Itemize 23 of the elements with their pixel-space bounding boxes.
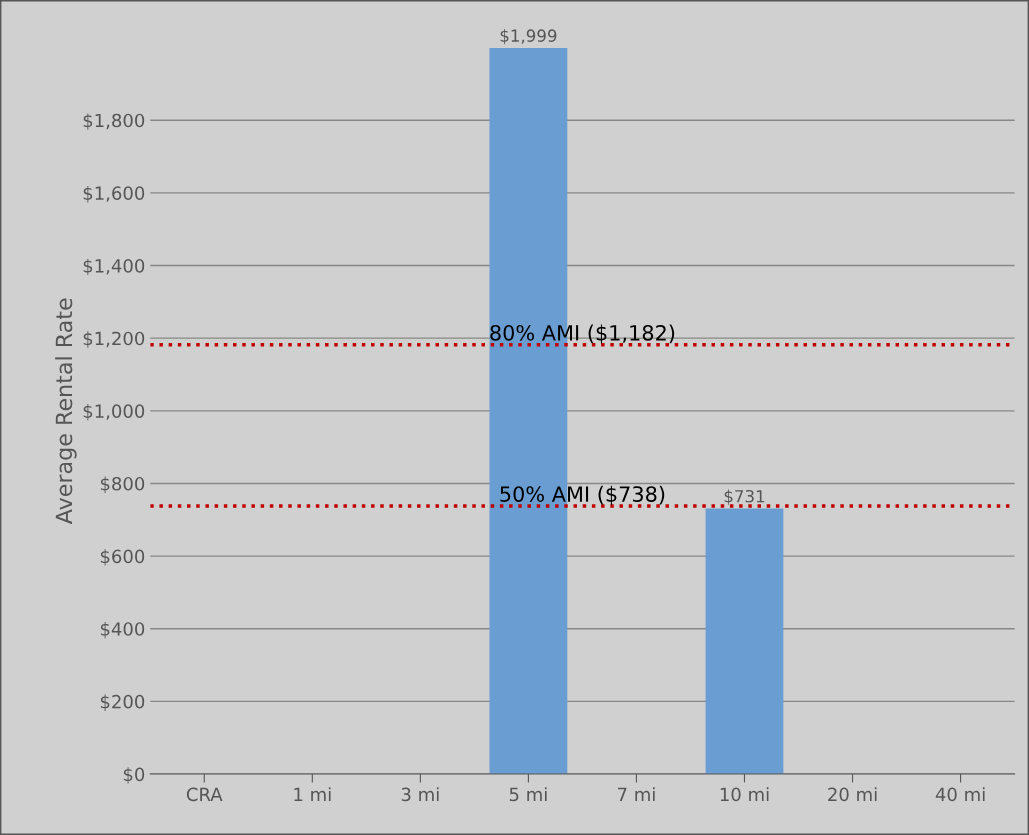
x-tick-label: 3 mi xyxy=(401,787,439,802)
y-tick-label: $200 xyxy=(100,694,145,711)
data-label: $1,999 xyxy=(500,29,557,45)
y-tick-label: $0 xyxy=(123,767,145,784)
y-tick-label: $800 xyxy=(100,476,145,493)
y-tick-label: $1,200 xyxy=(83,331,145,348)
y-tick-label: $1,600 xyxy=(83,186,145,203)
x-tick-label: 40 mi xyxy=(935,787,985,802)
y-tick-label: $400 xyxy=(100,621,145,639)
y-tick-label: $1,800 xyxy=(83,113,145,130)
ref-line-label: 50% AMI ($738) xyxy=(500,485,665,505)
y-axis-title: Average Rental Rate xyxy=(55,298,77,525)
ref-line-label: 80% AMI ($1,182) xyxy=(490,324,675,344)
x-tick-label: CRA xyxy=(186,787,223,802)
x-tick-label: 20 mi xyxy=(828,787,877,802)
x-tick-label: 1 mi xyxy=(294,787,331,801)
x-tick-label: 5 mi xyxy=(509,787,547,802)
data-label: $731 xyxy=(724,489,765,505)
x-tick-label: 10 mi xyxy=(720,787,769,802)
y-tick-label: $1,400 xyxy=(83,258,145,276)
y-tick-label: $600 xyxy=(100,549,145,566)
y-tick-label: $1,000 xyxy=(83,403,145,421)
x-tick-label: 7 mi xyxy=(618,787,655,801)
